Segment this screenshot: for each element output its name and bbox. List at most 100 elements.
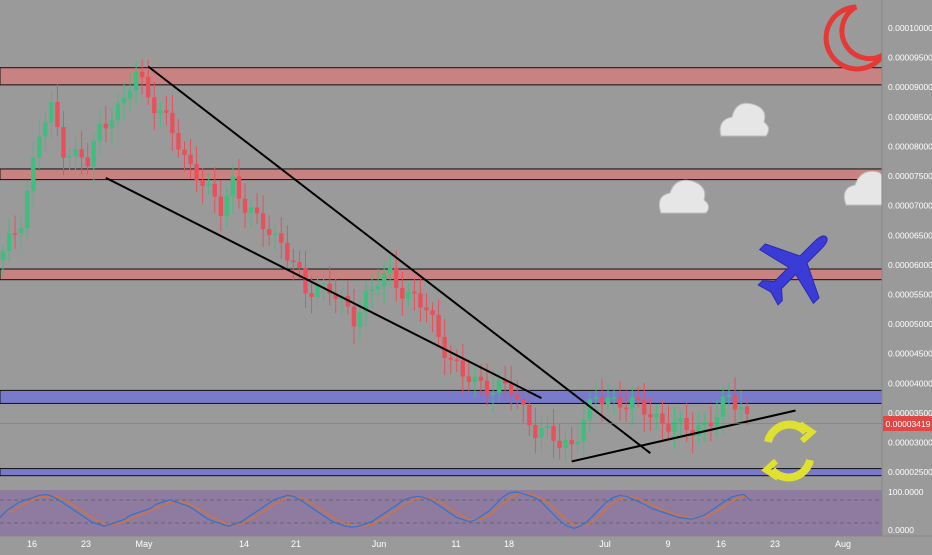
bearish-candle [466, 376, 472, 382]
bullish-candle [738, 406, 744, 410]
time-tick-label: 18 [504, 539, 514, 549]
bullish-candle [678, 418, 683, 422]
bearish-candle [648, 414, 653, 418]
bearish-candle [188, 154, 193, 165]
bearish-candle [708, 422, 714, 427]
cloud-icon [719, 102, 770, 137]
time-tick-label: 9 [665, 539, 670, 549]
bullish-candle [575, 441, 580, 445]
bullish-candle [67, 156, 72, 158]
bearish-candle [164, 110, 169, 113]
oscillator-main-line [0, 491, 751, 530]
bullish-candle [672, 421, 677, 432]
time-tick-label: 23 [770, 539, 780, 549]
price-tick-label: 0.00008500 [888, 112, 932, 122]
bearish-candle [218, 196, 223, 217]
trend-line [571, 409, 796, 463]
bearish-candle [297, 262, 302, 268]
price-tick-label: 0.00006000 [888, 260, 932, 270]
trend-line [105, 176, 542, 399]
bearish-candle [636, 397, 641, 401]
bullish-candle [587, 399, 593, 420]
bearish-candle [351, 306, 357, 327]
bearish-candle [744, 406, 750, 415]
bullish-candle [490, 392, 496, 395]
bullish-candle [388, 267, 393, 273]
bearish-candle [509, 383, 514, 395]
time-tick-label: Jun [372, 539, 387, 549]
oscillator-signal-line [0, 492, 751, 527]
price-tick-label: 0.00002500 [888, 467, 932, 477]
bullish-candle [73, 149, 78, 157]
oscillator-axis-ticks: 100.0000 0.0000 [888, 487, 924, 535]
bullish-candle [315, 284, 320, 297]
bearish-candle [333, 293, 338, 299]
bearish-candle [55, 101, 60, 128]
time-tick-label: 23 [81, 539, 91, 549]
refresh-icon [761, 420, 817, 482]
bullish-candle [0, 251, 6, 261]
bearish-candle [551, 425, 556, 441]
bullish-candle [18, 228, 24, 234]
bearish-candle [478, 376, 484, 381]
red-zone [0, 168, 883, 181]
oscillator-tick-label: 0.0000 [888, 525, 914, 535]
bearish-candle [412, 291, 417, 294]
bearish-candle [260, 213, 266, 230]
time-tick-label: Jul [599, 539, 611, 549]
bullish-candle [133, 71, 139, 91]
bearish-candle [182, 149, 187, 155]
bullish-candle [109, 120, 115, 129]
bearish-candle [291, 260, 296, 263]
time-axis-ticks: 16 23 May 14 21 Jun 11 18 Jul 9 16 23 Aug [27, 539, 851, 549]
bullish-candle [121, 98, 127, 104]
price-tick-label: 0.00010000 [888, 23, 932, 33]
bearish-candle [684, 418, 689, 430]
bearish-candle [642, 400, 647, 415]
bearish-candle [442, 336, 447, 358]
bearish-candle [732, 394, 738, 410]
cloud-icon [658, 179, 710, 214]
bullish-candle [37, 136, 42, 158]
bullish-candle [321, 283, 326, 286]
bearish-candle [521, 399, 526, 405]
bullish-candle [496, 379, 502, 393]
bullish-candle [127, 90, 133, 99]
price-tick-label: 0.00003500 [888, 408, 932, 418]
bullish-candle [49, 101, 54, 123]
oscillator-lines [0, 491, 751, 530]
bearish-candle [484, 380, 490, 395]
bearish-candle [194, 164, 199, 181]
bearish-candle [103, 123, 109, 129]
bullish-candle [97, 123, 102, 142]
bullish-candle [115, 103, 121, 121]
red-zone [0, 268, 883, 281]
bearish-candle [285, 242, 290, 261]
price-tick-label: 0.00005500 [888, 289, 932, 299]
bearish-candle [139, 71, 145, 78]
bearish-candle [418, 293, 423, 308]
bearish-candle [527, 404, 532, 426]
time-tick-label: 11 [451, 539, 460, 549]
price-axis-ticks: 0.00010000 0.00009500 0.00009000 0.00008500… [888, 23, 932, 477]
bearish-candle [690, 429, 695, 436]
bullish-candle [726, 394, 732, 397]
bearish-candle [617, 397, 623, 408]
bearish-candle [12, 233, 18, 235]
price-tick-label: 0.00005000 [888, 319, 932, 329]
bearish-candle [152, 97, 157, 114]
bullish-candle [702, 422, 707, 426]
bearish-candle [424, 307, 429, 311]
airplane-icon [757, 235, 828, 306]
bullish-candle [605, 397, 611, 405]
bearish-candle [533, 425, 538, 439]
bearish-candle [242, 198, 248, 213]
bearish-candle [85, 157, 90, 167]
time-tick-label: May [135, 539, 153, 549]
bearish-candle [309, 293, 314, 297]
bearish-candle [660, 413, 665, 424]
bearish-candle [176, 133, 181, 150]
time-tick-label: 14 [239, 539, 249, 549]
bearish-candle [400, 288, 405, 299]
price-tick-label: 0.00004000 [888, 378, 932, 388]
